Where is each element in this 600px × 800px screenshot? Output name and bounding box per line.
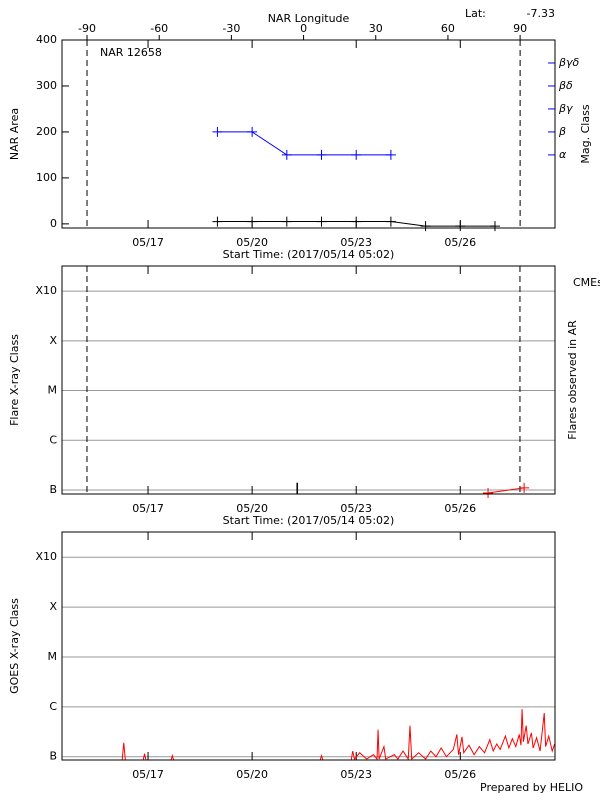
point-marker xyxy=(420,221,431,232)
y2-tick-label: α xyxy=(559,148,567,161)
x2-tick-label: 0 xyxy=(300,22,307,35)
y2-tick-label: β xyxy=(558,125,566,138)
y-tick-label: X xyxy=(49,334,57,347)
point-marker xyxy=(489,221,500,232)
point-marker xyxy=(212,216,223,227)
point-marker xyxy=(281,149,292,160)
y2-axis-label: Flares observed in AR xyxy=(566,320,579,440)
point-marker xyxy=(483,487,494,498)
plot-frame xyxy=(61,39,556,229)
x-tick-label: 05/20 xyxy=(236,768,268,781)
footer: Prepared by HELIO xyxy=(480,781,583,794)
plot-frame xyxy=(61,531,556,761)
point-marker xyxy=(385,216,396,227)
x-tick-label: 05/17 xyxy=(132,502,164,515)
point-marker xyxy=(281,216,292,227)
x-tick-label: 05/26 xyxy=(444,236,476,249)
y-tick-label: X10 xyxy=(35,284,57,297)
y-tick-label: 400 xyxy=(36,33,57,46)
y-axis-label: Flare X-ray Class xyxy=(8,334,21,426)
point-marker xyxy=(455,221,466,232)
x2-axis-label: NAR Longitude xyxy=(268,12,350,25)
y2-tick-label: βδ xyxy=(558,79,573,92)
x2-tick-label: -60 xyxy=(150,22,168,35)
series-line xyxy=(487,487,525,494)
x-axis-label: Start Time: (2017/05/14 05:02) xyxy=(223,514,395,527)
legend-entry: CMEs xyxy=(573,276,600,289)
panel-title: NAR 12658 xyxy=(100,46,162,59)
y-tick-label: M xyxy=(48,384,58,397)
x-axis-label: Start Time: (2017/05/14 05:02) xyxy=(223,248,395,261)
x-tick-label: 05/17 xyxy=(132,236,164,249)
point-marker xyxy=(247,126,258,137)
x2-tick-label: 30 xyxy=(369,22,383,35)
y-tick-label: B xyxy=(49,483,57,496)
series-line xyxy=(217,131,391,156)
y-tick-label: C xyxy=(49,700,57,713)
x-tick-label: 05/20 xyxy=(236,236,268,249)
x-tick-label: 05/23 xyxy=(340,502,372,515)
point-marker xyxy=(385,149,396,160)
x-tick-label: 05/17 xyxy=(132,768,164,781)
point-marker xyxy=(212,126,223,137)
series-line xyxy=(121,709,555,760)
point-marker xyxy=(519,482,530,493)
y-tick-label: C xyxy=(49,433,57,446)
x-tick-label: 05/26 xyxy=(444,502,476,515)
y-tick-label: B xyxy=(49,750,57,763)
y-tick-label: X xyxy=(49,600,57,613)
lat-label: Lat: xyxy=(465,7,486,20)
y2-axis-label: Mag. Class xyxy=(579,104,592,163)
y-tick-label: 0 xyxy=(50,217,57,230)
y-tick-label: X10 xyxy=(35,550,57,563)
x2-tick-label: 60 xyxy=(441,22,455,35)
x-tick-label: 05/26 xyxy=(444,768,476,781)
x2-tick-label: -90 xyxy=(78,22,96,35)
point-marker xyxy=(316,149,327,160)
plot-frame xyxy=(61,265,556,495)
x2-tick-label: 90 xyxy=(513,22,527,35)
y2-tick-label: βγ xyxy=(558,102,573,115)
point-marker xyxy=(316,216,327,227)
x-tick-label: 05/23 xyxy=(340,768,372,781)
point-marker xyxy=(351,216,362,227)
point-marker xyxy=(247,216,258,227)
y-tick-label: 100 xyxy=(36,171,57,184)
y-tick-label: 200 xyxy=(36,125,57,138)
lat-value: -7.33 xyxy=(527,7,555,20)
y-tick-label: 300 xyxy=(36,79,57,92)
point-marker xyxy=(351,149,362,160)
x-tick-label: 05/23 xyxy=(340,236,372,249)
y2-tick-label: βγδ xyxy=(558,56,580,69)
y-tick-label: M xyxy=(48,650,58,663)
y-axis-label: GOES X-ray Class xyxy=(8,598,21,694)
x-tick-label: 05/20 xyxy=(236,502,268,515)
x2-tick-label: -30 xyxy=(222,22,240,35)
y-axis-label: NAR Area xyxy=(8,108,21,160)
